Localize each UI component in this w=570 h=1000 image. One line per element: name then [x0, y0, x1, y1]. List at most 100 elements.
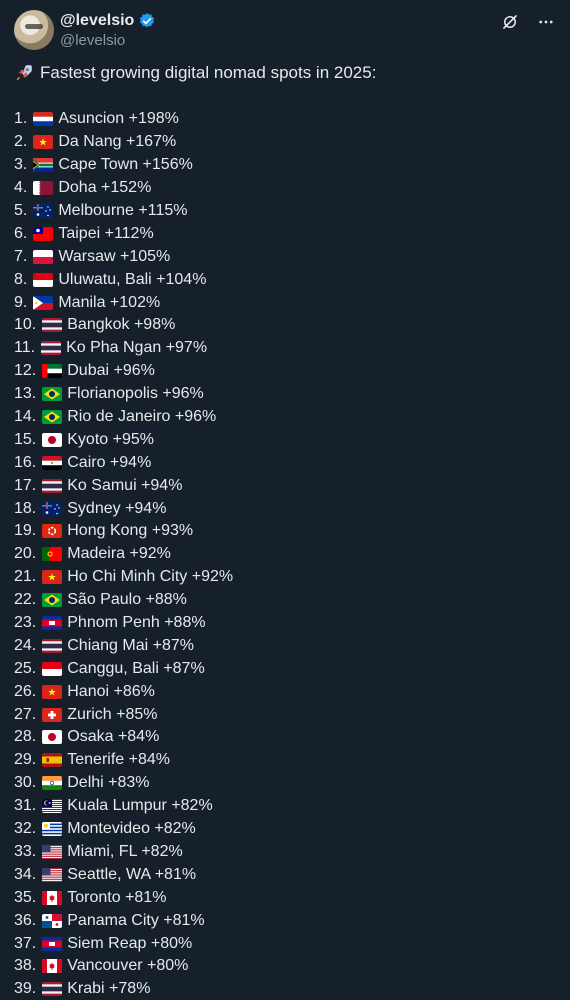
flag-icon	[42, 822, 63, 837]
list-item: 6. Taipei +112%	[14, 222, 556, 245]
list-item-text: Rio de Janeiro +96%	[67, 408, 217, 426]
list-item-rank: 29.	[14, 751, 37, 769]
list-item: 31. Kuala Lumpur +82%	[14, 795, 556, 818]
list-item-text: Taipei +112%	[58, 224, 154, 242]
list-item-text: Sydney +94%	[67, 499, 167, 517]
list-item: 38. Vancouver +80%	[14, 955, 556, 978]
list-item-rank: 20.	[14, 545, 37, 563]
list-item-rank: 17.	[14, 476, 37, 494]
tweet-header: @levelsio @levelsio	[14, 10, 556, 50]
display-name[interactable]: @levelsio	[60, 11, 135, 29]
list-item-rank: 15.	[14, 430, 37, 448]
avatar[interactable]	[14, 10, 54, 50]
list-item: 24. Chiang Mai +87%	[14, 634, 556, 657]
flag-icon	[42, 524, 63, 539]
flag-icon	[42, 410, 63, 425]
flag-icon	[33, 272, 54, 287]
list-item-rank: 3.	[14, 156, 28, 174]
flag-icon	[42, 593, 63, 608]
list-item-rank: 34.	[14, 865, 37, 883]
flag-icon	[42, 616, 63, 631]
tweet-actions	[500, 12, 556, 32]
list-item-text: Cairo +94%	[67, 453, 152, 471]
list-item: 16. Cairo +94%	[14, 451, 556, 474]
list-item-rank: 25.	[14, 659, 37, 677]
list-item-rank: 37.	[14, 934, 37, 952]
flag-icon	[42, 432, 63, 447]
list-item-text: Warsaw +105%	[58, 247, 171, 265]
list-item-text: Siem Reap +80%	[67, 934, 193, 952]
flag-icon	[33, 135, 54, 150]
list-item-text: Dubai +96%	[67, 362, 155, 380]
author-handle[interactable]: @levelsio	[60, 32, 126, 49]
flag-icon	[42, 753, 63, 768]
flag-icon	[42, 455, 63, 470]
list-item-rank: 13.	[14, 385, 37, 403]
list-item-text: Miami, FL +82%	[67, 842, 183, 860]
grok-icon[interactable]	[500, 12, 520, 32]
flag-icon	[42, 707, 63, 722]
flag-icon	[42, 890, 63, 905]
list-item-rank: 35.	[14, 888, 37, 906]
list-item-rank: 22.	[14, 591, 37, 609]
flag-icon	[42, 684, 63, 699]
ranking-list: 1. Asuncion +198% 2. Da Nang +167% 3. Cape To…	[14, 108, 556, 1000]
list-item-text: Seattle, WA +81%	[67, 865, 197, 883]
list-item: 13. Florianopolis +96%	[14, 383, 556, 406]
list-item: 7. Warsaw +105%	[14, 245, 556, 268]
list-item-rank: 5.	[14, 202, 28, 219]
list-item: 3. Cape Town +156%	[14, 154, 556, 177]
list-item-text: Ko Pha Ngan +97%	[66, 339, 208, 357]
flag-icon	[42, 661, 63, 676]
list-item-text: Canggu, Bali +87%	[67, 659, 205, 677]
flag-icon	[42, 844, 63, 859]
list-item-text: Ko Samui +94%	[67, 476, 183, 494]
list-item-rank: 21.	[14, 568, 37, 586]
list-item: 1. Asuncion +198%	[14, 108, 556, 131]
list-item: 25. Canggu, Bali +87%	[14, 657, 556, 680]
flag-icon	[33, 295, 54, 310]
list-item-text: Osaka +84%	[67, 728, 160, 746]
list-item: 34. Seattle, WA +81%	[14, 863, 556, 886]
flag-icon	[42, 799, 63, 814]
list-item-rank: 27.	[14, 705, 37, 723]
list-item: 2. Da Nang +167%	[14, 131, 556, 154]
flag-icon	[42, 936, 63, 951]
list-item-text: Vancouver +80%	[67, 957, 189, 975]
flag-icon	[42, 570, 63, 585]
author-display[interactable]: @levelsio	[60, 11, 156, 30]
list-item: 35. Toronto +81%	[14, 886, 556, 909]
list-item-text: Bangkok +98%	[67, 316, 176, 334]
list-item-text: Montevideo +82%	[67, 820, 196, 838]
list-item: 20. Madeira +92%	[14, 543, 556, 566]
list-item: 26. Hanoi +86%	[14, 680, 556, 703]
list-item-rank: 31.	[14, 797, 37, 815]
flag-icon	[42, 730, 63, 745]
list-item: 37. Siem Reap +80%	[14, 932, 556, 955]
list-item: 36. Panama City +81%	[14, 909, 556, 932]
list-item: 4. Doha +152%	[14, 177, 556, 200]
list-item-rank: 7.	[14, 247, 28, 265]
list-item-text: Phnom Penh +88%	[67, 614, 206, 632]
list-item-text: Zurich +85%	[67, 705, 158, 723]
author-names: @levelsio @levelsio	[60, 11, 156, 50]
list-item: 27. Zurich +85%	[14, 703, 556, 726]
list-item: 19. Hong Kong +93%	[14, 520, 556, 543]
list-item: 18. Sydney +94%	[14, 497, 556, 520]
flag-icon	[42, 959, 63, 974]
more-options-icon[interactable]	[536, 12, 556, 32]
list-item-text: Kuala Lumpur +82%	[67, 797, 213, 815]
list-item-rank: 30.	[14, 774, 37, 792]
list-item-text: Hanoi +86%	[67, 682, 155, 700]
verified-badge-icon	[138, 12, 156, 30]
list-item: 12. Dubai +96%	[14, 360, 556, 383]
flag-icon	[42, 318, 63, 333]
list-item: 21. Ho Chi Minh City +92%	[14, 566, 556, 589]
list-item: 33. Miami, FL +82%	[14, 841, 556, 864]
flag-icon	[33, 112, 54, 127]
list-item: 8. Uluwatu, Bali +104%	[14, 268, 556, 291]
list-item: 15. Kyoto +95%	[14, 428, 556, 451]
list-item: 28. Osaka +84%	[14, 726, 556, 749]
list-item: 10. Bangkok +98%	[14, 314, 556, 337]
